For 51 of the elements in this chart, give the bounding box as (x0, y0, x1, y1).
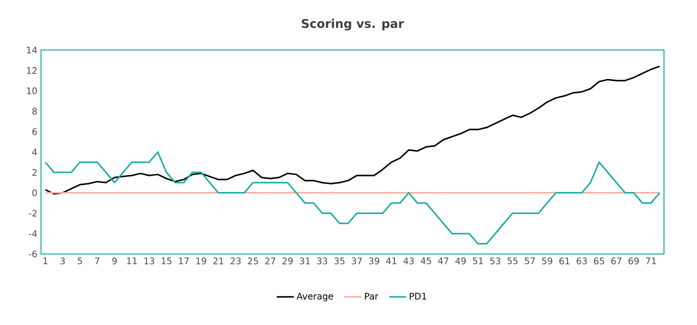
x-tick-label: 49 (455, 258, 466, 264)
x-tick-label: 1 (43, 258, 48, 264)
x-tick-label: 7 (95, 258, 100, 264)
x-tick-label: 19 (196, 258, 206, 264)
x-tick-label: 25 (248, 258, 258, 264)
y-tick-label: 0 (32, 189, 37, 196)
x-tick-label: 47 (438, 258, 448, 264)
x-tick-label: 55 (508, 258, 518, 264)
x-tick-label: 39 (369, 258, 380, 264)
x-tick-label: 9 (112, 258, 117, 264)
x-tick-label: 29 (282, 258, 293, 264)
x-tick-label: 61 (559, 258, 570, 264)
y-tick-label: 6 (32, 128, 37, 136)
y-tick-label: 10 (27, 87, 37, 94)
x-tick-label: 35 (334, 258, 344, 264)
x-tick-label: 11 (127, 258, 137, 264)
y-tick-label: 12 (27, 67, 37, 74)
legend-label: PD1 (410, 292, 426, 300)
y-tick-label: -2 (28, 210, 37, 217)
x-tick-label: 71 (646, 258, 656, 264)
legend-label: Par (364, 292, 378, 300)
x-tick-label: 45 (420, 258, 431, 264)
y-tick-label: 8 (32, 108, 37, 115)
x-tick-label: 33 (317, 258, 328, 264)
x-tick-label: 41 (386, 258, 396, 264)
x-tick-label: 17 (179, 258, 189, 264)
x-tick-label: 59 (542, 258, 552, 264)
x-tick-label: 43 (403, 258, 414, 264)
x-tick-label: 21 (213, 258, 224, 264)
x-tick-label: 63 (576, 258, 587, 264)
y-tick-label: 4 (32, 148, 37, 156)
x-tick-label: 31 (300, 258, 310, 264)
x-tick-label: 69 (628, 258, 639, 264)
x-tick-label: 3 (60, 258, 65, 264)
x-tick-label: 53 (490, 258, 500, 264)
chart-title: Scoring vs. par (302, 18, 404, 30)
x-tick-label: 51 (472, 258, 483, 264)
x-tick-label: 15 (162, 258, 172, 264)
x-tick-label: 23 (230, 258, 241, 264)
x-tick-label: 57 (524, 258, 535, 264)
y-tick-label: 14 (27, 46, 37, 54)
y-tick-label: 2 (32, 169, 37, 176)
y-tick-label: -4 (28, 230, 37, 237)
y-tick-label: -6 (28, 250, 37, 258)
legend-label: Average (296, 292, 334, 302)
x-tick-label: 13 (144, 258, 154, 264)
x-tick-label: 67 (611, 258, 622, 264)
x-tick-label: 37 (352, 258, 362, 264)
x-tick-label: 27 (265, 258, 276, 264)
x-tick-label: 5 (78, 258, 82, 264)
x-tick-label: 65 (594, 258, 604, 264)
